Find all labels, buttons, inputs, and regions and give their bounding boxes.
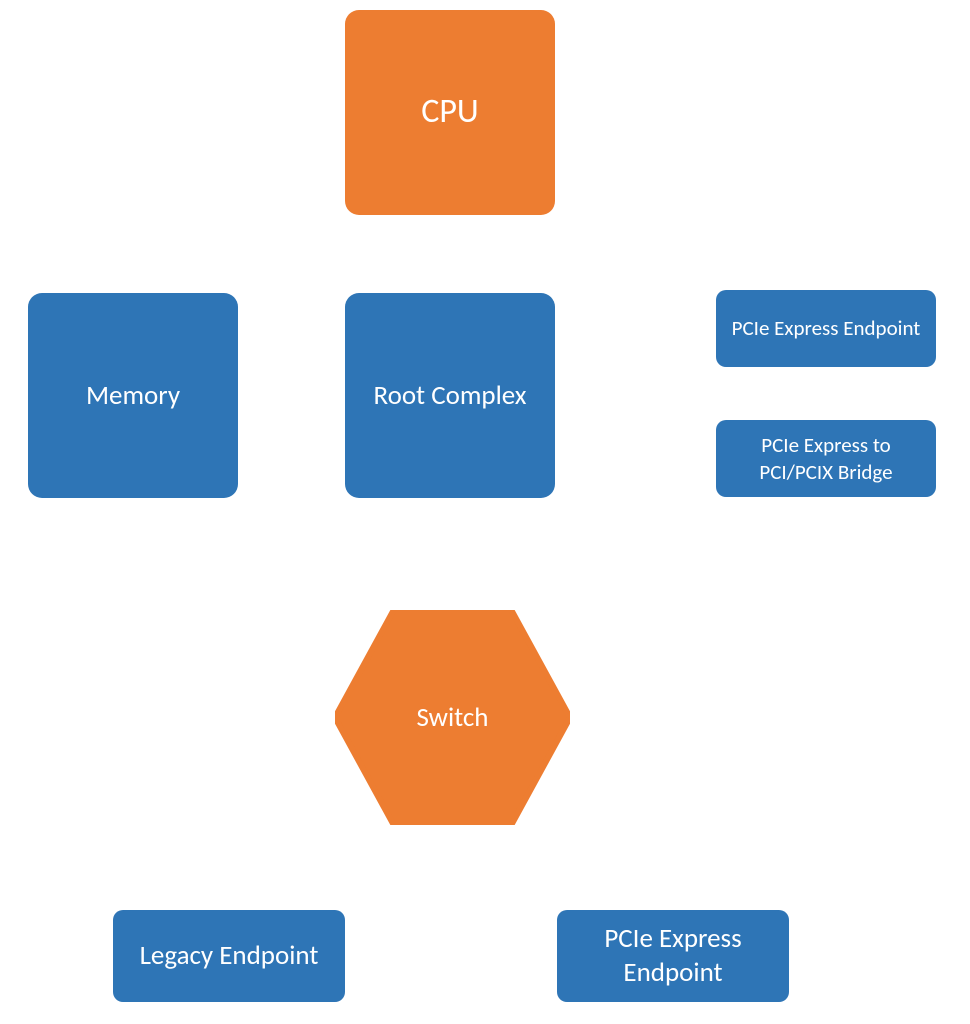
node-pcie-endpoint-lower: PCIe Express Endpoint: [557, 910, 789, 1002]
node-memory: Memory: [28, 293, 238, 498]
node-pcie-bridge: PCIe Express to PCI/PCIX Bridge: [716, 420, 936, 497]
node-pcie-endpoint-lower-label: PCIe Express Endpoint: [569, 922, 777, 990]
node-switch: Switch: [335, 610, 570, 825]
node-memory-label: Memory: [86, 379, 180, 413]
node-cpu-label: CPU: [421, 91, 479, 134]
node-cpu: CPU: [345, 10, 555, 215]
node-pcie-endpoint-upper-label: PCIe Express Endpoint: [732, 315, 921, 341]
node-pcie-bridge-label: PCIe Express to PCI/PCIX Bridge: [728, 432, 924, 485]
node-root-complex-label: Root Complex: [373, 379, 526, 413]
node-legacy-endpoint-label: Legacy Endpoint: [140, 939, 319, 973]
node-switch-label: Switch: [417, 701, 489, 734]
node-root-complex: Root Complex: [345, 293, 555, 498]
diagram-canvas: CPU Memory Root Complex PCIe Express End…: [0, 0, 970, 1024]
node-pcie-endpoint-upper: PCIe Express Endpoint: [716, 290, 936, 367]
node-legacy-endpoint: Legacy Endpoint: [113, 910, 345, 1002]
